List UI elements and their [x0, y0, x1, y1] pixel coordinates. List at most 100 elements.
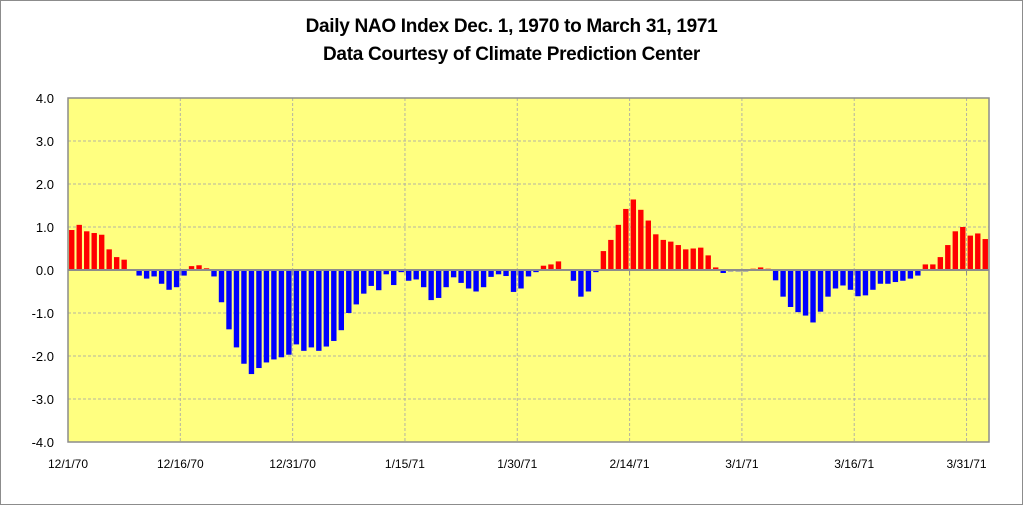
bar-negative	[473, 270, 479, 292]
bar-negative	[450, 270, 457, 278]
bar-negative	[855, 270, 861, 297]
x-tick-label: 2/14/71	[610, 457, 650, 471]
bar-positive	[982, 239, 988, 270]
plot-border	[67, 97, 990, 443]
bar-positive	[623, 208, 629, 270]
bar-positive	[608, 239, 614, 270]
bar-negative	[361, 270, 367, 294]
bar-negative	[870, 270, 876, 290]
bar-negative	[832, 270, 839, 289]
x-tick-label: 12/16/70	[157, 457, 204, 471]
bar-positive	[705, 255, 711, 270]
bar-positive	[84, 231, 90, 270]
bar-positive	[600, 251, 607, 270]
bar-positive	[975, 233, 981, 270]
bar-negative	[488, 270, 494, 277]
bar-negative	[391, 270, 397, 286]
bar-positive	[645, 220, 652, 270]
x-tick-label: 3/31/71	[947, 457, 987, 471]
bar-positive	[113, 257, 120, 270]
bar-negative	[271, 270, 277, 360]
bar-negative	[862, 270, 869, 296]
x-tick-label: 3/16/71	[834, 457, 874, 471]
bar-negative	[892, 270, 899, 283]
bar-positive	[653, 234, 659, 270]
bar-negative	[383, 270, 389, 275]
bar-negative	[398, 270, 404, 273]
bar-positive	[76, 224, 82, 270]
bar-positive	[683, 249, 689, 270]
bar-negative	[465, 270, 472, 289]
bar-negative	[226, 270, 232, 330]
bar-negative	[316, 270, 322, 351]
bar-negative	[915, 270, 921, 276]
bar-positive	[69, 230, 75, 270]
bar-negative	[802, 270, 809, 316]
bar-negative	[136, 270, 142, 276]
bar-positive	[922, 264, 929, 270]
bar-negative	[413, 270, 419, 280]
bar-positive	[615, 224, 622, 270]
bar-negative	[847, 270, 854, 290]
bar-negative	[166, 270, 172, 290]
bar-negative	[720, 270, 726, 274]
bar-negative	[525, 270, 532, 277]
bar-negative	[241, 270, 247, 364]
bar-positive	[930, 264, 936, 270]
bar-negative	[278, 270, 285, 358]
bar-negative	[585, 270, 592, 292]
bar-positive	[675, 245, 681, 270]
bar-negative	[780, 270, 786, 297]
bar-positive	[188, 266, 195, 270]
bar-negative	[428, 270, 434, 301]
bar-negative	[533, 270, 539, 273]
bar-positive	[960, 227, 966, 270]
y-tick-label: -2.0	[32, 349, 54, 364]
bar-negative	[263, 270, 270, 363]
bar-positive	[121, 259, 127, 270]
bar-negative	[877, 270, 884, 284]
bar-positive	[712, 267, 719, 270]
y-tick-label: 4.0	[36, 91, 54, 106]
x-axis-ticks: 12/1/70 12/16/70 12/31/70 1/15/71 1/30/71 2/1…	[48, 457, 987, 471]
bar-negative	[181, 270, 187, 276]
bar-negative	[518, 270, 524, 289]
bar-negative	[308, 270, 315, 348]
bar-negative	[817, 270, 824, 312]
bar-negative	[900, 270, 906, 281]
bar-negative	[593, 270, 599, 273]
bar-negative	[301, 270, 307, 351]
bar-negative	[286, 270, 292, 355]
bar-negative	[495, 270, 502, 275]
bar-negative	[218, 270, 225, 303]
bar-positive	[548, 264, 554, 270]
bar-positive	[91, 233, 97, 270]
bar-negative	[151, 270, 157, 277]
bar-negative	[211, 270, 217, 277]
chart-title: Daily NAO Index Dec. 1, 1970 to March 31…	[305, 16, 718, 37]
y-tick-label: 1.0	[36, 220, 54, 235]
y-tick-label: 2.0	[36, 177, 54, 192]
y-tick-label: 3.0	[36, 134, 54, 149]
bar-positive	[945, 245, 951, 270]
bar-positive	[540, 265, 547, 270]
bar-negative	[885, 270, 891, 284]
bar-negative	[376, 270, 382, 291]
bar-positive	[555, 261, 562, 270]
bar-positive	[967, 235, 973, 270]
bar-negative	[480, 270, 487, 288]
bar-negative	[825, 270, 831, 297]
bar-positive	[952, 231, 959, 270]
bar-positive	[757, 267, 764, 270]
bar-negative	[256, 270, 262, 369]
x-tick-label: 1/30/71	[497, 457, 537, 471]
chart-subtitle: Data Courtesy of Climate Prediction Cent…	[323, 44, 700, 65]
bar-negative	[143, 270, 150, 279]
bar-negative	[346, 270, 352, 313]
bar-negative	[248, 270, 255, 375]
bar-positive	[630, 199, 637, 270]
bar-positive	[98, 234, 105, 270]
bar-positive	[660, 239, 666, 270]
y-axis-ticks: 4.0 3.0 2.0 1.0 0.0 -1.0 -2.0 -3.0 -4.0	[32, 91, 54, 450]
